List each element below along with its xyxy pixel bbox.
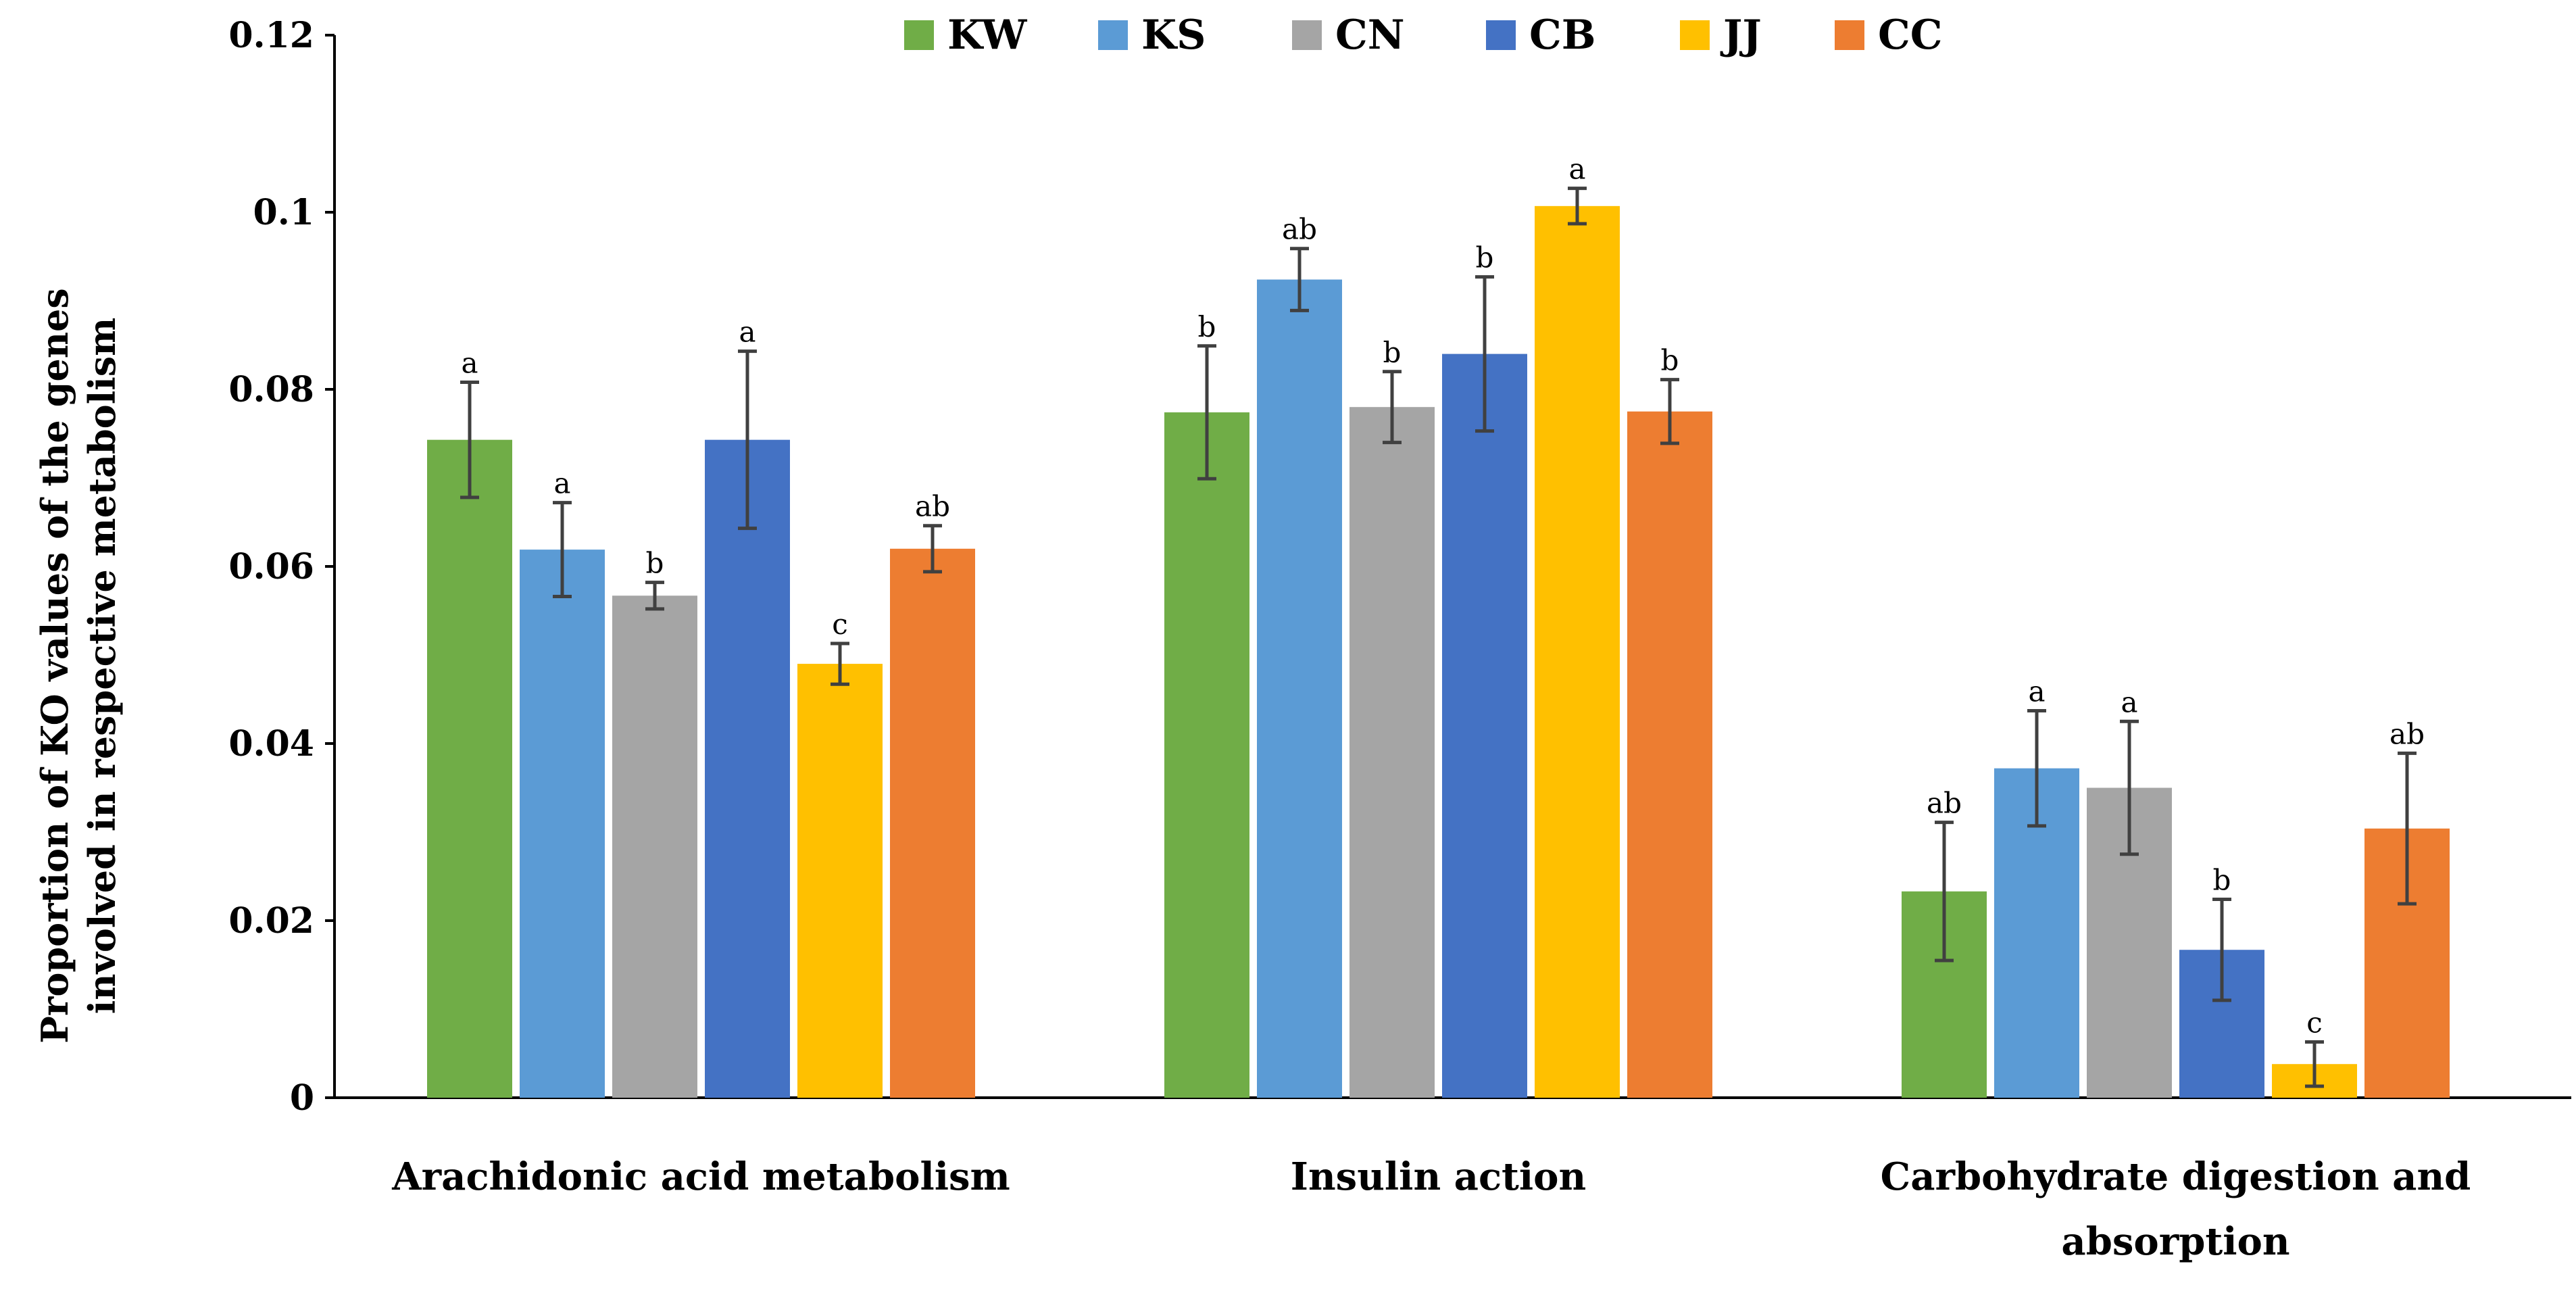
y-ticks: 0 0.02 0.04 0.06 0.08 0.1 0.12 <box>228 15 335 1119</box>
significance-label: a <box>739 316 756 349</box>
significance-label: b <box>2213 864 2231 897</box>
significance-label: c <box>2306 1006 2323 1039</box>
bar-cb-2 <box>1442 354 1527 1098</box>
significance-label: ab <box>1282 213 1317 246</box>
significance-label: a <box>2121 685 2137 719</box>
significance-label: b <box>1198 310 1216 343</box>
significance-label: ab <box>915 490 950 523</box>
bar-kw-1 <box>427 439 512 1098</box>
significance-label: a <box>1568 153 1585 186</box>
category-label: Insulin action <box>1291 1154 1587 1199</box>
legend-label-cb: CB <box>1529 11 1595 59</box>
legend-label-cc: CC <box>1878 11 1943 59</box>
legend-swatch-cc <box>1835 20 1864 50</box>
category-label: Carbohydrate digestion and <box>1881 1154 2471 1199</box>
legend-swatch-cn <box>1292 20 1322 50</box>
y-tick-label: 0 <box>290 1077 314 1119</box>
bar-ks-1 <box>520 550 605 1098</box>
significance-label: b <box>1476 241 1494 274</box>
bar-cc-1 <box>890 548 975 1098</box>
significance-label: b <box>646 547 664 580</box>
significance-label: c <box>832 608 848 641</box>
significance-label: ab <box>1927 787 1962 820</box>
significance-label: a <box>2028 675 2045 708</box>
category-labels: Arachidonic acid metabolism Insulin actio… <box>391 1154 2471 1264</box>
bar-ks-2 <box>1257 279 1342 1098</box>
y-tick-label: 0.06 <box>228 546 314 587</box>
legend-label-ks: KS <box>1141 11 1206 59</box>
significance-label: ab <box>2389 717 2425 750</box>
legend-label-jj: JJ <box>1720 11 1762 59</box>
legend-swatch-kw <box>904 20 934 50</box>
y-tick-label: 0.02 <box>228 900 314 942</box>
bar-cb-1 <box>705 439 790 1098</box>
legend-label-kw: KW <box>947 11 1028 59</box>
y-tick-label: 0.08 <box>228 369 314 410</box>
bar-cn-1 <box>612 595 697 1098</box>
bar-kw-2 <box>1164 412 1249 1098</box>
category-label: absorption <box>2061 1219 2289 1264</box>
legend-swatch-jj <box>1680 20 1710 50</box>
category-label: Arachidonic acid metabolism <box>391 1154 1010 1199</box>
legend: KW KS CN CB JJ CC <box>904 11 1943 59</box>
significance-label: a <box>553 467 570 500</box>
legend-swatch-ks <box>1098 20 1128 50</box>
y-tick-label: 0.12 <box>228 15 314 56</box>
bar-cc-2 <box>1627 411 1712 1098</box>
bar-jj-2 <box>1535 205 1620 1098</box>
y-tick-label: 0.04 <box>228 723 314 764</box>
legend-swatch-cb <box>1486 20 1516 50</box>
significance-label: b <box>1383 336 1402 369</box>
y-axis-label-line2: involved in respective metabolism <box>80 318 124 1015</box>
bar-jj-1 <box>797 664 883 1098</box>
bar-cn-2 <box>1349 407 1435 1098</box>
significance-label: b <box>1661 344 1679 377</box>
y-tick-label: 0.1 <box>253 192 314 233</box>
legend-label-cn: CN <box>1335 11 1405 59</box>
significance-label: a <box>461 347 478 380</box>
y-axis-label-line1: Proportion of KO values of the genes <box>33 288 76 1043</box>
